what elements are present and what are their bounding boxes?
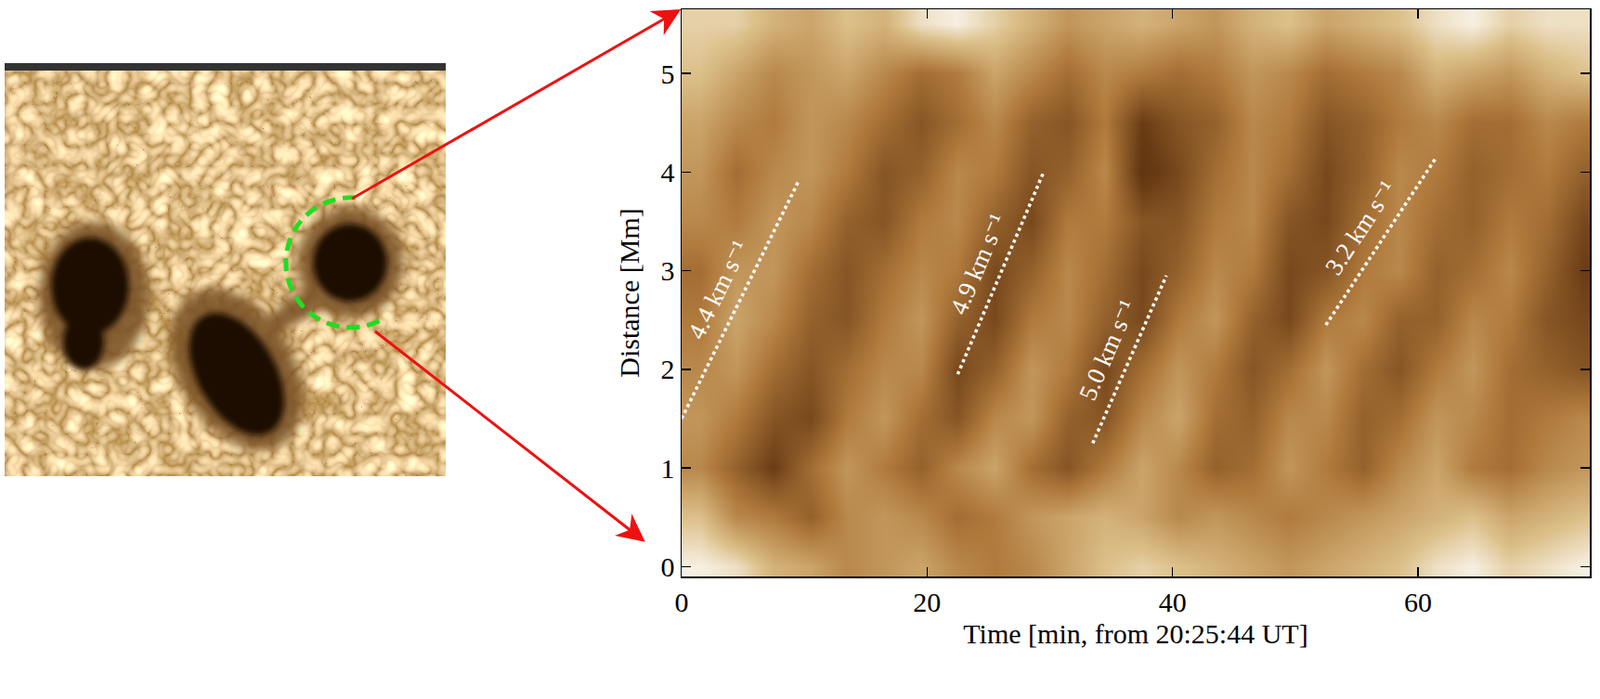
- svg-text:2: 2: [661, 353, 676, 385]
- svg-text:40: 40: [1158, 586, 1187, 618]
- svg-text:20: 20: [912, 586, 941, 618]
- svg-text:0: 0: [661, 551, 676, 583]
- svg-text:4.4 km s⁻¹: 4.4 km s⁻¹: [682, 235, 755, 344]
- svg-text:5.0 km s⁻¹: 5.0 km s⁻¹: [1073, 296, 1143, 405]
- svg-text:0: 0: [675, 586, 690, 618]
- svg-text:5: 5: [661, 58, 676, 90]
- svg-text:60: 60: [1404, 586, 1432, 618]
- svg-text:3.2 km s⁻¹: 3.2 km s⁻¹: [1319, 175, 1402, 280]
- svg-text:Time [min, from 20:25:44 UT]: Time [min, from 20:25:44 UT]: [962, 618, 1308, 650]
- svg-text:3: 3: [661, 255, 676, 287]
- svg-text:4: 4: [661, 156, 676, 188]
- svg-text:Distance [Mm]: Distance [Mm]: [613, 208, 645, 378]
- svg-text:1: 1: [661, 453, 676, 484]
- svg-text:4.9 km s⁻¹: 4.9 km s⁻¹: [944, 209, 1012, 319]
